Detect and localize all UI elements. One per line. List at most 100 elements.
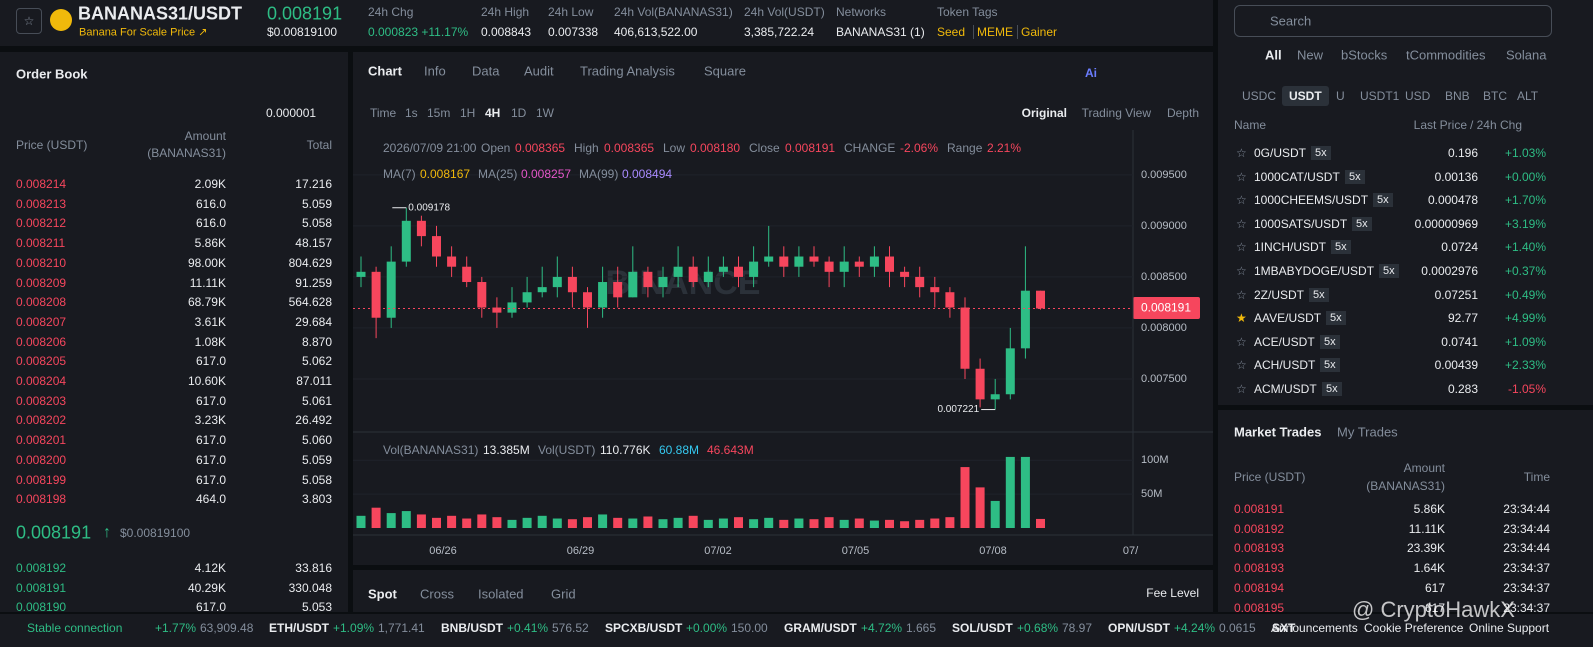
- market-name[interactable]: AAVE/USDT: [1254, 311, 1322, 326]
- column-header: Total: [306, 138, 332, 152]
- volume-bar: [613, 517, 623, 528]
- market-name[interactable]: 2Z/USDT: [1254, 287, 1305, 302]
- leverage-badge: 5x: [1345, 169, 1365, 184]
- favorite-star[interactable]: ☆: [1236, 358, 1247, 373]
- market-name[interactable]: ACM/USDT: [1254, 382, 1317, 396]
- token-tag[interactable]: Seed: [937, 25, 966, 39]
- trades-tab[interactable]: Market Trades: [1234, 424, 1322, 440]
- token-tag[interactable]: Gainer: [1017, 25, 1057, 39]
- ticker-pair[interactable]: OPN/USDT: [1108, 621, 1171, 635]
- quote-filter[interactable]: U: [1336, 89, 1345, 103]
- view-option[interactable]: Depth: [1166, 106, 1199, 120]
- interval-option[interactable]: 4H: [485, 106, 501, 120]
- market-change: +2.33%: [1504, 358, 1546, 373]
- ohlc-value: 0.008180: [690, 141, 741, 155]
- leverage-badge: 5x: [1322, 382, 1342, 396]
- market-category[interactable]: New: [1297, 47, 1324, 63]
- trade-tab[interactable]: Grid: [551, 586, 576, 602]
- quote-filter[interactable]: BNB: [1445, 89, 1470, 103]
- quote-filter[interactable]: USD: [1405, 89, 1431, 103]
- ask-price: 0.008200: [16, 452, 67, 467]
- favorite-button[interactable]: ☆: [16, 8, 42, 34]
- stat-label: Token Tags: [937, 5, 998, 19]
- quote-filter[interactable]: USDC: [1242, 89, 1277, 103]
- interval-option[interactable]: 1D: [511, 106, 527, 120]
- view-option[interactable]: Original: [1021, 106, 1067, 120]
- quote-filter[interactable]: ALT: [1517, 89, 1539, 103]
- ticker-pair[interactable]: ETH/USDT: [269, 621, 329, 635]
- trades-tab[interactable]: My Trades: [1337, 424, 1398, 440]
- favorite-star[interactable]: ☆: [1236, 216, 1247, 231]
- chart-tab[interactable]: Chart: [368, 63, 402, 79]
- favorite-star[interactable]: ☆: [1236, 334, 1247, 349]
- ask-amount: 2.09K: [194, 177, 226, 191]
- favorite-star[interactable]: ☆: [1236, 169, 1247, 184]
- footer-link[interactable]: Cookie Preference: [1364, 621, 1464, 635]
- market-name[interactable]: 1000CAT/USDT: [1254, 169, 1340, 184]
- quote-filter[interactable]: USDT1: [1360, 89, 1400, 103]
- favorite-star[interactable]: ☆: [1236, 240, 1247, 255]
- fee-level[interactable]: Fee Level: [1146, 586, 1199, 600]
- chart-tab[interactable]: Audit: [524, 63, 554, 79]
- market-category[interactable]: bStocks: [1341, 47, 1388, 63]
- interval-option[interactable]: 1s: [405, 106, 418, 120]
- interval-option[interactable]: 15m: [427, 106, 451, 120]
- volume-label: Vol(USDT): [538, 443, 596, 457]
- market-name[interactable]: 0G/USDT: [1254, 146, 1307, 160]
- trade-tab[interactable]: Spot: [368, 586, 397, 602]
- trade-tab[interactable]: Cross: [420, 586, 454, 602]
- candle-body: [764, 256, 774, 262]
- favorite-star[interactable]: ☆: [1236, 193, 1247, 208]
- market-category[interactable]: All: [1265, 47, 1282, 63]
- favorite-star[interactable]: ☆: [1236, 146, 1247, 160]
- chart-tab[interactable]: Square: [704, 63, 746, 79]
- market-category[interactable]: tCommodities: [1406, 47, 1486, 63]
- ticker-pair[interactable]: BNB/USDT: [441, 621, 503, 635]
- ai-button[interactable]: Ai: [1085, 66, 1097, 80]
- market-name[interactable]: 1000CHEEMS/USDT: [1254, 193, 1369, 208]
- volume-bar: [839, 519, 849, 528]
- quote-filter[interactable]: BTC: [1483, 89, 1507, 103]
- trade-amount: 1.64K: [1413, 561, 1445, 576]
- view-option[interactable]: Trading View: [1081, 106, 1151, 120]
- footer-link[interactable]: Online Support: [1469, 621, 1550, 635]
- volume-bar: [673, 517, 683, 528]
- volume-bar: [779, 519, 789, 528]
- trade-tab[interactable]: Isolated: [478, 586, 524, 602]
- bid-total: 330.048: [288, 580, 332, 595]
- low-label: 0.007221: [937, 404, 979, 415]
- ticker-pair[interactable]: SPCXB/USDT: [605, 621, 683, 635]
- current-price-tag: [1133, 297, 1200, 320]
- candle-body: [371, 271, 381, 318]
- ma-label: MA(99): [579, 167, 619, 181]
- volume-label: Vol(BANANAS31): [383, 443, 479, 457]
- token-tag[interactable]: MEME: [973, 25, 1013, 39]
- interval-option[interactable]: 1W: [536, 106, 554, 120]
- market-name[interactable]: 1000SATS/USDT: [1254, 216, 1348, 231]
- interval-option[interactable]: 1H: [460, 106, 476, 120]
- market-category[interactable]: Solana: [1506, 47, 1547, 63]
- favorite-star[interactable]: ☆: [1236, 287, 1247, 302]
- footer-link[interactable]: Announcements: [1271, 621, 1358, 635]
- ticker-pair[interactable]: SXT: [1272, 621, 1296, 635]
- favorite-star[interactable]: ☆: [1236, 382, 1247, 396]
- search-box[interactable]: [1234, 5, 1552, 37]
- quote-filter[interactable]: USDT: [1282, 86, 1329, 106]
- ticker-pair[interactable]: SOL/USDT: [952, 621, 1013, 635]
- search-placeholder[interactable]: Search: [1270, 13, 1312, 29]
- candle-body: [537, 287, 547, 293]
- market-name[interactable]: 1MBABYDOGE/USDT: [1254, 264, 1375, 278]
- market-name[interactable]: 1INCH/USDT: [1254, 240, 1327, 255]
- chart-tab[interactable]: Data: [472, 63, 500, 79]
- ticker-pair[interactable]: GRAM/USDT: [784, 621, 857, 635]
- precision-select[interactable]: 0.000001: [266, 106, 317, 120]
- chart-tab[interactable]: Trading Analysis: [580, 63, 675, 79]
- market-name[interactable]: ACH/USDT: [1254, 358, 1316, 373]
- favorite-star[interactable]: ★: [1236, 311, 1247, 326]
- favorite-star[interactable]: ☆: [1236, 264, 1247, 278]
- chart-tab[interactable]: Info: [424, 63, 446, 79]
- candle-body: [628, 271, 638, 298]
- ask-price: 0.008205: [16, 354, 67, 369]
- market-name[interactable]: ACE/USDT: [1254, 334, 1315, 349]
- volume-bar: [371, 507, 381, 528]
